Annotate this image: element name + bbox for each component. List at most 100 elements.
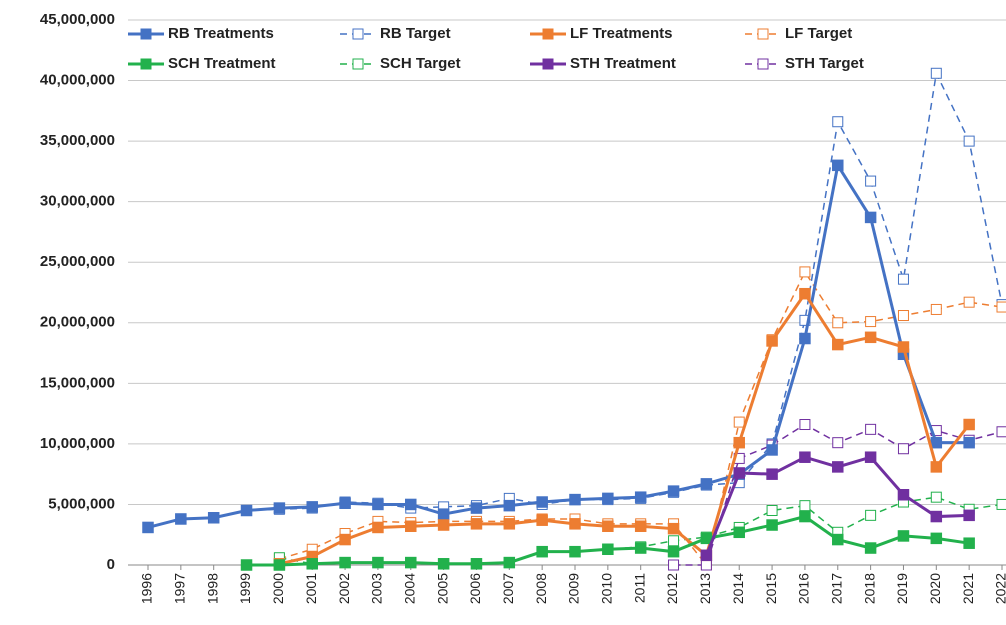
marker: [339, 497, 351, 509]
legend-marker: [140, 28, 152, 40]
marker: [996, 301, 1006, 313]
y-tick-label: 20,000,000: [40, 314, 115, 331]
x-tick-label: 2007: [500, 573, 516, 604]
marker: [536, 514, 548, 526]
marker: [963, 418, 975, 431]
marker: [372, 556, 384, 569]
marker: [602, 543, 614, 556]
marker: [996, 426, 1006, 438]
series-line: [147, 161, 970, 529]
marker: [667, 545, 680, 558]
marker: [634, 520, 647, 532]
marker: [865, 423, 877, 435]
marker: [799, 510, 811, 523]
x-tick-label: 2018: [861, 573, 877, 604]
marker: [733, 526, 745, 539]
legend-marker: [757, 58, 769, 70]
marker: [536, 496, 548, 508]
legend-entry: STH Target: [745, 55, 864, 72]
marker: [897, 273, 909, 285]
x-tick-label: 2017: [828, 573, 844, 604]
marker: [306, 501, 318, 513]
x-tick-label: 2005: [434, 573, 450, 604]
marker: [668, 535, 680, 547]
marker: [733, 416, 745, 428]
marker: [832, 437, 844, 449]
legend-marker: [352, 28, 364, 40]
marker: [832, 159, 844, 172]
marker: [766, 519, 778, 531]
legend-marker: [542, 58, 554, 70]
marker: [930, 491, 942, 503]
marker: [766, 468, 778, 480]
x-tick-label: 2020: [927, 573, 943, 604]
marker: [963, 296, 975, 308]
marker: [437, 519, 450, 531]
marker: [405, 520, 417, 532]
marker: [963, 509, 975, 522]
marker: [930, 303, 942, 315]
marker: [766, 335, 778, 347]
legend-entry: STH Treatment: [530, 55, 676, 72]
marker: [766, 505, 778, 516]
x-tick-label: 2019: [894, 573, 910, 604]
legend-label: RB Target: [380, 25, 451, 42]
marker: [667, 485, 680, 497]
y-tick-label: 35,000,000: [40, 132, 115, 149]
marker: [372, 498, 384, 511]
marker: [864, 542, 877, 554]
marker: [930, 461, 943, 473]
x-tick-label: 1996: [139, 573, 155, 604]
marker: [733, 436, 745, 449]
marker: [470, 518, 483, 530]
series-line: [279, 270, 1003, 567]
marker: [405, 556, 417, 569]
marker: [865, 509, 877, 521]
marker: [207, 512, 220, 524]
marker: [667, 522, 680, 535]
marker: [634, 491, 647, 503]
marker: [897, 341, 910, 353]
marker: [503, 518, 516, 530]
marker: [864, 211, 877, 224]
marker: [273, 502, 286, 514]
marker: [569, 545, 581, 558]
x-tick-label: 2015: [763, 573, 779, 604]
marker: [602, 492, 614, 505]
marker: [437, 508, 450, 520]
marker: [799, 500, 811, 512]
legend-marker: [757, 28, 769, 40]
marker: [865, 316, 877, 328]
marker: [832, 461, 844, 473]
y-tick-label: 30,000,000: [40, 193, 115, 210]
marker: [700, 478, 713, 490]
marker: [832, 338, 844, 351]
marker: [339, 533, 351, 546]
series: [142, 159, 975, 534]
marker: [799, 287, 811, 300]
x-tick-label: 2021: [960, 573, 976, 604]
y-tick-label: 0: [107, 556, 115, 573]
marker: [339, 556, 351, 569]
marker: [569, 493, 581, 506]
x-tick-label: 2016: [796, 573, 812, 604]
marker: [240, 559, 253, 571]
x-tick-label: 2000: [270, 573, 286, 604]
legend-label: RB Treatments: [168, 25, 274, 42]
legend-label: STH Treatment: [570, 55, 676, 72]
marker: [372, 521, 384, 534]
marker: [175, 513, 187, 525]
x-tick-label: 2012: [664, 573, 680, 604]
x-tick-label: 2006: [467, 573, 483, 604]
legend-marker: [542, 28, 554, 40]
marker: [569, 518, 581, 530]
marker: [602, 520, 614, 532]
legend-entry: SCH Treatment: [128, 55, 276, 72]
x-tick-label: 2002: [336, 573, 352, 604]
legend-entry: LF Target: [745, 25, 852, 42]
legend-label: LF Target: [785, 25, 852, 42]
x-tick-label: 2014: [730, 573, 746, 604]
y-tick-label: 10,000,000: [40, 435, 115, 452]
marker: [766, 444, 778, 456]
